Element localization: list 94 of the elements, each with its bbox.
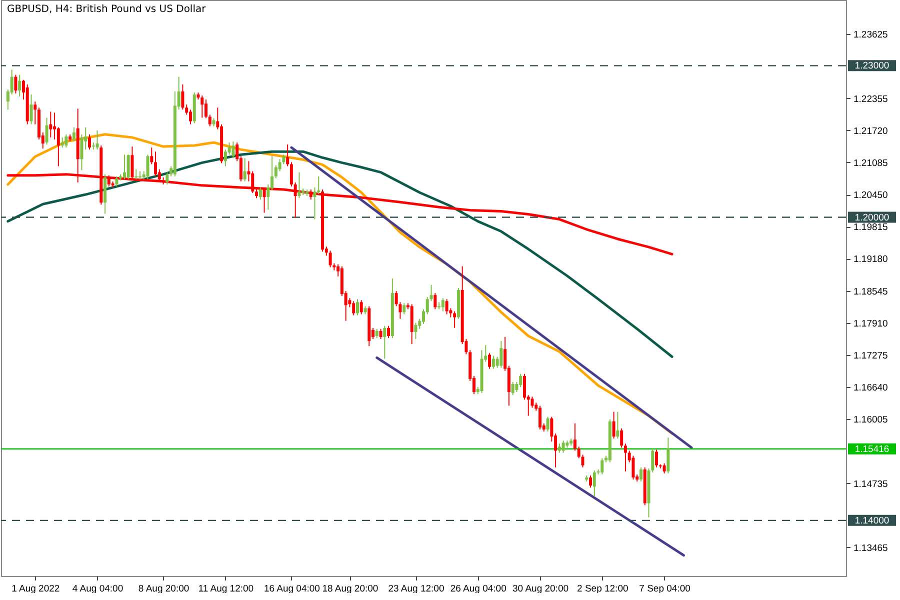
y-tick-label: 1.14735 bbox=[854, 478, 888, 490]
y-tick-label: 1.19815 bbox=[854, 222, 888, 234]
candlestick bbox=[500, 340, 503, 368]
candlestick bbox=[616, 411, 620, 440]
y-tick-label: 1.19180 bbox=[854, 254, 888, 266]
candlestick bbox=[434, 292, 437, 310]
y-tick-label: 1.13465 bbox=[854, 542, 888, 554]
candlestick bbox=[430, 284, 433, 302]
candlestick bbox=[624, 443, 627, 472]
candlestick bbox=[402, 302, 406, 315]
candlestick bbox=[96, 130, 99, 150]
candlestick bbox=[18, 74, 22, 98]
candlestick bbox=[258, 186, 262, 200]
y-tick-label: 1.18545 bbox=[854, 286, 888, 298]
candlestick bbox=[414, 322, 418, 340]
candlestick bbox=[49, 111, 52, 138]
y-tick-label: 1.16005 bbox=[854, 414, 888, 426]
candlestick bbox=[562, 440, 565, 454]
candlestick bbox=[290, 162, 293, 187]
candlestick bbox=[639, 466, 642, 482]
candlestick bbox=[573, 422, 576, 452]
y-tick-label: 1.23625 bbox=[854, 30, 888, 41]
candlestick bbox=[298, 172, 301, 199]
candlestick bbox=[243, 158, 246, 182]
chart-title: GBPUSD, H4: British Pound vs US Dollar bbox=[7, 4, 207, 15]
candlestick bbox=[589, 474, 592, 488]
candlestick bbox=[294, 182, 297, 218]
candlestick bbox=[232, 140, 235, 159]
candlestick bbox=[519, 373, 522, 388]
candlestick bbox=[166, 172, 169, 185]
y-tick-label: 1.21085 bbox=[854, 158, 888, 169]
candlestick bbox=[30, 94, 33, 125]
candlestick bbox=[200, 94, 204, 118]
candlestick bbox=[126, 154, 130, 180]
candlestick bbox=[662, 462, 666, 474]
candlestick bbox=[115, 176, 118, 187]
y-tick-label: 1.21720 bbox=[854, 126, 888, 137]
candlestick bbox=[558, 443, 561, 454]
candlestick bbox=[88, 134, 91, 150]
candlestick bbox=[154, 151, 158, 177]
candlestick bbox=[445, 298, 448, 315]
candlestick bbox=[328, 250, 332, 268]
candlestick bbox=[441, 298, 444, 312]
candlestick bbox=[488, 352, 492, 370]
candlestick bbox=[34, 101, 37, 125]
candlestick bbox=[150, 147, 154, 165]
candlestick bbox=[309, 188, 312, 200]
ref-line-label: 1.20000 bbox=[854, 212, 890, 224]
candlestick bbox=[64, 134, 68, 148]
y-tick-label: 1.16640 bbox=[854, 382, 888, 394]
candlestick bbox=[204, 99, 208, 119]
y-tick-label: 1.22355 bbox=[854, 94, 888, 105]
candlestick bbox=[387, 325, 390, 339]
candlestick bbox=[592, 470, 596, 497]
candlestick bbox=[80, 134, 84, 171]
line-series bbox=[6, 150, 674, 358]
candlestick bbox=[56, 126, 60, 167]
candlestick bbox=[453, 310, 456, 328]
candlestick bbox=[274, 164, 278, 179]
candlestick bbox=[492, 355, 495, 370]
y-tick-label: 1.20450 bbox=[854, 190, 888, 202]
candlestick bbox=[286, 144, 290, 167]
candlestick bbox=[379, 328, 382, 340]
candlestick bbox=[375, 328, 378, 339]
candlestick bbox=[181, 84, 184, 110]
candlestick bbox=[224, 149, 227, 167]
candlestick bbox=[208, 114, 212, 127]
candlestick bbox=[383, 325, 386, 360]
candlestick bbox=[655, 449, 658, 468]
candlestick bbox=[356, 298, 359, 316]
y-tick-label: 1.17910 bbox=[854, 318, 888, 330]
candlestick bbox=[600, 458, 604, 475]
candlestick bbox=[538, 405, 542, 430]
candlestick bbox=[14, 74, 18, 94]
ref-line-label: 1.15416 bbox=[854, 444, 890, 455]
candlestick bbox=[546, 416, 550, 432]
candlestick bbox=[122, 154, 126, 180]
candlestick bbox=[134, 168, 138, 180]
candlestick bbox=[45, 117, 48, 146]
ref-line-label: 1.23000 bbox=[854, 60, 890, 72]
candlestick bbox=[666, 437, 670, 474]
candlestick bbox=[511, 381, 514, 396]
candlestick bbox=[146, 154, 150, 180]
candlestick bbox=[620, 428, 624, 448]
candlestick bbox=[522, 373, 526, 400]
y-tick-label: 1.17275 bbox=[854, 350, 888, 362]
candlestick bbox=[352, 300, 356, 316]
candlestick bbox=[60, 136, 64, 148]
candlestick bbox=[72, 126, 76, 142]
candlestick bbox=[262, 186, 266, 214]
candlestick bbox=[612, 411, 616, 440]
candlestick bbox=[188, 109, 192, 125]
candlestick bbox=[360, 300, 363, 315]
ref-line-label: 1.14000 bbox=[854, 515, 890, 526]
